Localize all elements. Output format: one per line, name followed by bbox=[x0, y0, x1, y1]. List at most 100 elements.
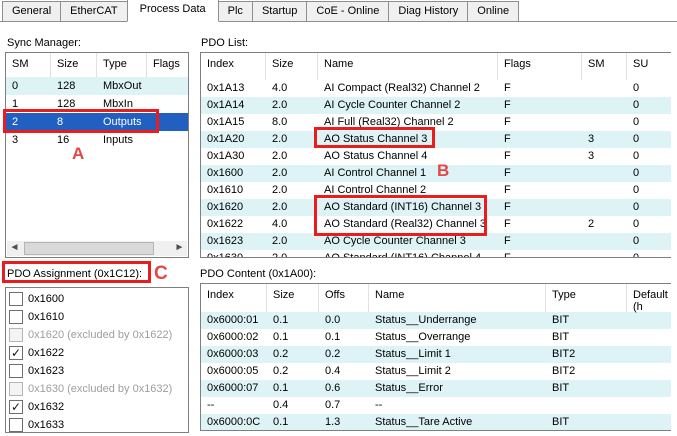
pdo-assignment-item[interactable]: 0x1632 bbox=[6, 398, 188, 416]
pdo-assignment-item[interactable]: 0x1600 bbox=[6, 290, 188, 308]
checkbox[interactable] bbox=[9, 364, 23, 378]
cell-type: BIT bbox=[552, 314, 570, 326]
pdo-assignment-item-label: 0x1620 (excluded by 0x1622) bbox=[28, 329, 173, 341]
sync-manager-row[interactable]: 1 128 MbxIn bbox=[6, 95, 188, 113]
cell-name: AO Cycle Counter Channel 3 bbox=[324, 235, 466, 247]
checkbox[interactable] bbox=[9, 346, 23, 360]
column-header-default[interactable]: Default (h bbox=[633, 289, 668, 313]
checkbox[interactable] bbox=[9, 400, 23, 414]
checkbox[interactable] bbox=[9, 418, 23, 432]
cell-name: Status__Tare Active bbox=[375, 416, 473, 428]
column-header-type[interactable]: Type bbox=[97, 53, 147, 77]
tab[interactable]: Process Data bbox=[126, 0, 219, 22]
pdo-content-row[interactable]: 0x6000:01 0.1 0.0 Status__Underrange BIT bbox=[201, 312, 671, 329]
checkbox[interactable] bbox=[9, 292, 23, 306]
cell-su: 0 bbox=[633, 201, 640, 213]
pdo-list-row[interactable]: 0x1A13 4.0 AI Compact (Real32) Channel 2… bbox=[201, 80, 671, 97]
cell-size: 0.1 bbox=[273, 416, 289, 428]
cell-sm: 3 bbox=[588, 133, 595, 145]
pdo-assignment-item[interactable]: 0x1610 bbox=[6, 308, 188, 326]
cell-name: AO Status Channel 4 bbox=[324, 150, 428, 162]
pdo-assignment-item[interactable]: 0x1623 bbox=[6, 362, 188, 380]
cell-offs: 0.1 bbox=[325, 331, 341, 343]
cell-name: AO Standard (Real32) Channel 3 bbox=[324, 218, 487, 230]
pdo-content-row[interactable]: 0x6000:03 0.2 0.2 Status__Limit 1 BIT2 bbox=[201, 346, 671, 363]
pdo-assignment-item[interactable]: 0x1630 (excluded by 0x1632) bbox=[6, 380, 188, 398]
column-header-size[interactable]: Size bbox=[267, 284, 319, 312]
cell-sm bbox=[582, 114, 627, 131]
pdo-list-row[interactable]: 0x1A20 2.0 AO Status Channel 3 F 3 0 bbox=[201, 131, 671, 148]
cell-sm bbox=[582, 80, 627, 97]
cell-index: 0x1A30 bbox=[207, 150, 245, 162]
tab[interactable]: Startup bbox=[251, 1, 308, 21]
pdo-list-row[interactable]: 0x1600 2.0 AI Control Channel 1 F 0 bbox=[201, 165, 671, 182]
pdo-content-row[interactable]: 0x6000:0C 0.1 1.3 Status__Tare Active BI… bbox=[201, 414, 671, 430]
cell-name: Status__Limit 2 bbox=[375, 365, 451, 377]
cell-size: 0.1 bbox=[273, 331, 289, 343]
column-header-offs[interactable]: Offs bbox=[319, 284, 369, 312]
cell-sm bbox=[582, 250, 627, 257]
cell-default bbox=[627, 329, 671, 346]
pdo-assignment-label: PDO Assignment (0x1C12): bbox=[7, 268, 143, 280]
column-header-index[interactable]: Index bbox=[201, 53, 266, 80]
cell-size: 4.0 bbox=[272, 82, 288, 94]
pdo-content-row[interactable]: 0x6000:05 0.2 0.4 Status__Limit 2 BIT2 bbox=[201, 363, 671, 380]
column-header-flags[interactable]: Flags bbox=[498, 53, 582, 80]
cell-name: AI Control Channel 2 bbox=[324, 184, 427, 196]
tab[interactable]: Online bbox=[467, 1, 520, 21]
cell-size: 0.2 bbox=[273, 348, 289, 360]
pdo-content-row[interactable]: 0x6000:02 0.1 0.1 Status__Overrange BIT bbox=[201, 329, 671, 346]
pdo-content-row[interactable]: 0x6000:07 0.1 0.6 Status__Error BIT bbox=[201, 380, 671, 397]
scroll-left-icon[interactable]: ◄ bbox=[9, 242, 20, 253]
column-header-sm[interactable]: SM bbox=[6, 53, 51, 77]
column-header-size[interactable]: Size bbox=[51, 53, 97, 77]
pdo-content-row[interactable]: -- 0.4 0.7 -- bbox=[201, 397, 671, 414]
column-header-type[interactable]: Type bbox=[546, 284, 627, 312]
tab[interactable]: Plc bbox=[217, 1, 253, 21]
tab[interactable]: General bbox=[2, 1, 62, 21]
pdo-list-row[interactable]: 0x1A14 2.0 AI Cycle Counter Channel 2 F … bbox=[201, 97, 671, 114]
cell-default bbox=[627, 346, 671, 363]
tab[interactable]: EtherCAT bbox=[60, 1, 128, 21]
pdo-assignment-item[interactable]: 0x1633 bbox=[6, 416, 188, 432]
pdo-list-row[interactable]: 0x1610 2.0 AI Control Channel 2 F 0 bbox=[201, 182, 671, 199]
cell-size: 128 bbox=[57, 98, 76, 110]
cell-offs: 0.2 bbox=[325, 348, 341, 360]
pdo-list-row[interactable]: 0x1622 4.0 AO Standard (Real32) Channel … bbox=[201, 216, 671, 233]
column-header-size[interactable]: Size bbox=[266, 53, 318, 80]
pdo-list-row[interactable]: 0x1A30 2.0 AO Status Channel 4 F 3 0 bbox=[201, 148, 671, 165]
column-header-sm[interactable]: SM bbox=[582, 53, 627, 80]
cell-size: 2.0 bbox=[272, 252, 288, 258]
sync-manager-row[interactable]: 3 16 Inputs bbox=[6, 131, 188, 149]
pdo-list-row[interactable]: 0x1623 2.0 AO Cycle Counter Channel 3 F … bbox=[201, 233, 671, 250]
pdo-assignment-item[interactable]: 0x1620 (excluded by 0x1622) bbox=[6, 326, 188, 344]
checkbox[interactable] bbox=[9, 382, 23, 396]
cell-flags: F bbox=[504, 150, 511, 162]
column-header-su[interactable]: SU bbox=[633, 58, 649, 70]
column-header-flags[interactable]: Flags bbox=[153, 58, 180, 70]
scrollbar-track[interactable] bbox=[22, 241, 172, 256]
scroll-right-icon[interactable]: ► bbox=[174, 242, 185, 253]
pdo-list-row[interactable]: 0x1630 2.0 AO Standard (INT16) Channel 4… bbox=[201, 250, 671, 258]
cell-name: -- bbox=[375, 399, 383, 411]
horizontal-scrollbar[interactable]: ◄ ► bbox=[7, 241, 187, 256]
cell-index: 0x1610 bbox=[207, 184, 244, 196]
column-header-index[interactable]: Index bbox=[201, 284, 267, 312]
pdo-assignment-item[interactable]: 0x1622 bbox=[6, 344, 188, 362]
tab[interactable]: Diag History bbox=[388, 1, 469, 21]
checkbox[interactable] bbox=[9, 328, 23, 342]
pdo-list-row[interactable]: 0x1620 2.0 AO Standard (INT16) Channel 3… bbox=[201, 199, 671, 216]
cell-type: BIT bbox=[552, 416, 570, 428]
sync-manager-row[interactable]: 2 8 Outputs bbox=[6, 113, 188, 131]
scrollbar-thumb[interactable] bbox=[24, 242, 154, 255]
column-header-name[interactable]: Name bbox=[369, 284, 546, 312]
tab[interactable]: CoE - Online bbox=[306, 1, 390, 21]
cell-sm bbox=[582, 165, 627, 182]
cell-size: 16 bbox=[57, 134, 70, 146]
sync-manager-row[interactable]: 0 128 MbxOut bbox=[6, 77, 188, 95]
cell-size: 2.0 bbox=[272, 235, 288, 247]
checkbox[interactable] bbox=[9, 310, 23, 324]
pdo-list-row[interactable]: 0x1A15 8.0 AI Full (Real32) Channel 2 F … bbox=[201, 114, 671, 131]
column-header-name[interactable]: Name bbox=[318, 53, 498, 80]
cell-sm bbox=[582, 233, 627, 250]
